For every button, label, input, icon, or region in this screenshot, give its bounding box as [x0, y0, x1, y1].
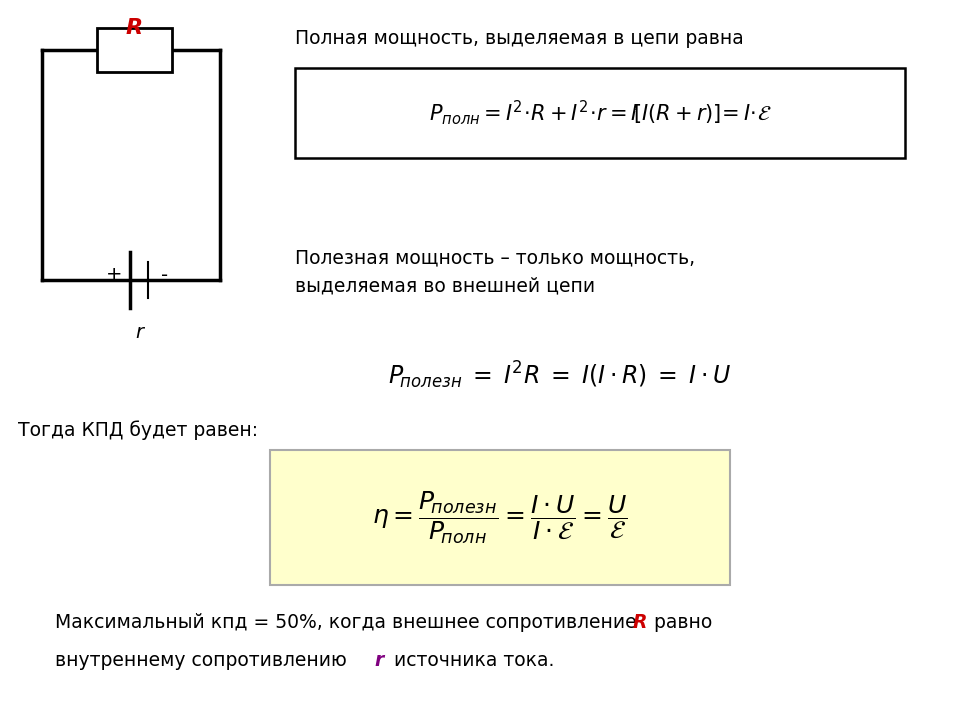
- Text: внутреннему сопротивлению: внутреннему сопротивлению: [55, 650, 352, 670]
- Text: r: r: [374, 650, 383, 670]
- Text: Полезная мощность – только мощность,
выделяемая во внешней цепи: Полезная мощность – только мощность, выд…: [295, 248, 695, 295]
- Text: r: r: [135, 323, 143, 341]
- Text: Тогда КПД будет равен:: Тогда КПД будет равен:: [18, 420, 258, 440]
- Text: Максимальный кпд = 50%, когда внешнее сопротивление: Максимальный кпд = 50%, когда внешнее со…: [55, 613, 642, 631]
- Text: Полная мощность, выделяемая в цепи равна: Полная мощность, выделяемая в цепи равна: [295, 29, 744, 48]
- Bar: [270, 450, 730, 585]
- Bar: [97, 28, 172, 72]
- Bar: [295, 68, 905, 158]
- Text: $P_{\mathit{полн}} = I^2 \!\cdot\! R + I^2 \!\cdot\! r = I\!\left[I(R+r)\right]\: $P_{\mathit{полн}} = I^2 \!\cdot\! R + I…: [428, 99, 772, 127]
- Text: +: +: [106, 266, 122, 284]
- Text: R: R: [126, 18, 143, 38]
- Text: R: R: [633, 613, 647, 631]
- Text: -: -: [161, 266, 169, 284]
- Text: $\eta = \dfrac{P_{\!\mathit{полезн}}}{P_{\!\mathit{полн}}} = \dfrac{I \cdot U}{I: $\eta = \dfrac{P_{\!\mathit{полезн}}}{P_…: [372, 490, 628, 546]
- Text: источника тока.: источника тока.: [388, 650, 554, 670]
- Text: равно: равно: [648, 613, 712, 631]
- Text: $P_{\!\mathit{полезн}} \;=\; I^2 R \;=\; I(I \cdot R) \;=\; I \cdot U$: $P_{\!\mathit{полезн}} \;=\; I^2 R \;=\;…: [389, 359, 732, 391]
